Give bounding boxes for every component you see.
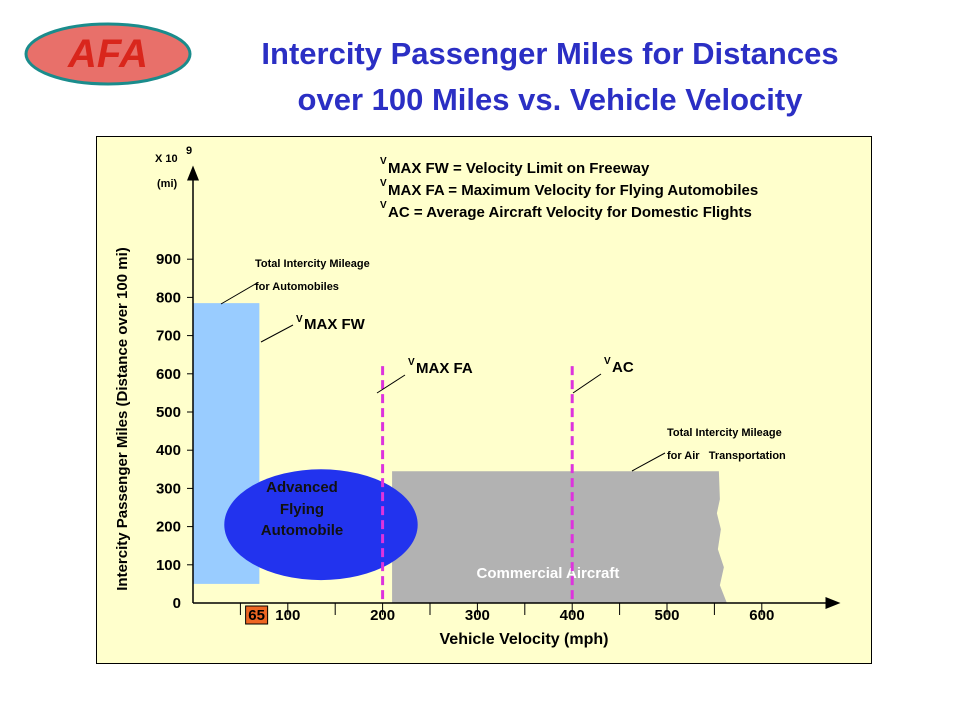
y-tick-label: 500 <box>156 404 181 421</box>
legend-sub-3: V <box>380 200 387 211</box>
vmax-fw-leader <box>260 324 294 343</box>
afa-logo: AFA <box>24 22 192 86</box>
x-tick-group: 100 200 300 400 500 600 <box>239 603 774 624</box>
x-tick-label: 400 <box>560 607 585 624</box>
y-tick-label: 900 <box>156 251 181 268</box>
y-tick-label: 800 <box>156 289 181 306</box>
air-total-note-line-1: Total Intercity Mileage <box>667 427 782 439</box>
x-tick-label: 500 <box>654 607 679 624</box>
y-tick-label: 700 <box>156 328 181 345</box>
auto-total-leader <box>220 282 258 305</box>
legend-sub-2: V <box>380 178 387 189</box>
legend-item-3: AC = Average Aircraft Velocity for Domes… <box>388 204 752 221</box>
vmax-fw-label: MAX FW <box>304 316 366 333</box>
air-total-note-line-2: for Air Transportation <box>667 450 786 462</box>
auto-total-note-line-1: Total Intercity Mileage <box>255 258 370 270</box>
vac-sub: V <box>604 356 611 367</box>
x-tick-label: 100 <box>275 607 300 624</box>
chart-panel: Commercial Aircraft 0 100 200 300 400 500 600 7… <box>96 136 872 664</box>
auto-total-note-line-2: for Automobiles <box>255 281 339 293</box>
chart: Commercial Aircraft 0 100 200 300 400 500 600 7… <box>114 145 841 648</box>
page-title-line-1: Intercity Passenger Miles for Distances <box>261 36 839 71</box>
speed-limit-65-label: 65 <box>248 607 265 624</box>
y-unit-multiplier: X 10 <box>155 153 178 165</box>
x-axis-label: Vehicle Velocity (mph) <box>440 631 609 648</box>
ellipse-label-line-1: Advanced <box>266 479 338 496</box>
page-title-line-2: over 100 Miles vs. Vehicle Velocity <box>297 82 803 117</box>
speed-limit-65-box <box>245 605 269 625</box>
x-tick-label: 200 <box>370 607 395 624</box>
vmax-fa-leader <box>376 374 406 394</box>
y-tick-label: 400 <box>156 442 181 459</box>
legend-item-1: MAX FW = Velocity Limit on Freeway <box>388 160 650 177</box>
y-unit-exponent: 9 <box>186 145 192 157</box>
y-tick-label: 100 <box>156 557 181 574</box>
ellipse-label-line-2: Flying <box>280 501 324 518</box>
y-tick-label: 0 <box>173 595 181 612</box>
y-tick-label: 600 <box>156 366 181 383</box>
logo-ellipse <box>24 22 192 86</box>
x-tick-label: 600 <box>749 607 774 624</box>
logo-text: AFA <box>67 32 148 76</box>
y-tick-label: 200 <box>156 519 181 536</box>
vac-label: AC <box>612 359 634 376</box>
vmax-fa-sub: V <box>408 357 415 368</box>
y-tick-group: 0 100 200 300 400 500 600 700 800 900 <box>156 251 193 612</box>
y-unit: (mi) <box>157 178 178 190</box>
x-tick-label: 300 <box>465 607 490 624</box>
vmax-fw-sub: V <box>296 314 303 325</box>
vmax-fa-label: MAX FA <box>416 360 473 377</box>
legend-item-2: MAX FA = Maximum Velocity for Flying Aut… <box>388 182 758 199</box>
advanced-flying-automobile-ellipse <box>224 469 418 581</box>
air-total-leader <box>631 452 666 472</box>
vac-leader <box>572 373 602 394</box>
legend-sub-1: V <box>380 156 387 167</box>
y-tick-label: 300 <box>156 480 181 497</box>
commercial-aircraft-area <box>392 471 727 603</box>
ellipse-label-line-3: Automobile <box>261 522 344 539</box>
y-axis-label: Intercity Passenger Miles (Distance over… <box>114 247 131 590</box>
commercial-aircraft-label: Commercial Aircraft <box>477 565 620 582</box>
